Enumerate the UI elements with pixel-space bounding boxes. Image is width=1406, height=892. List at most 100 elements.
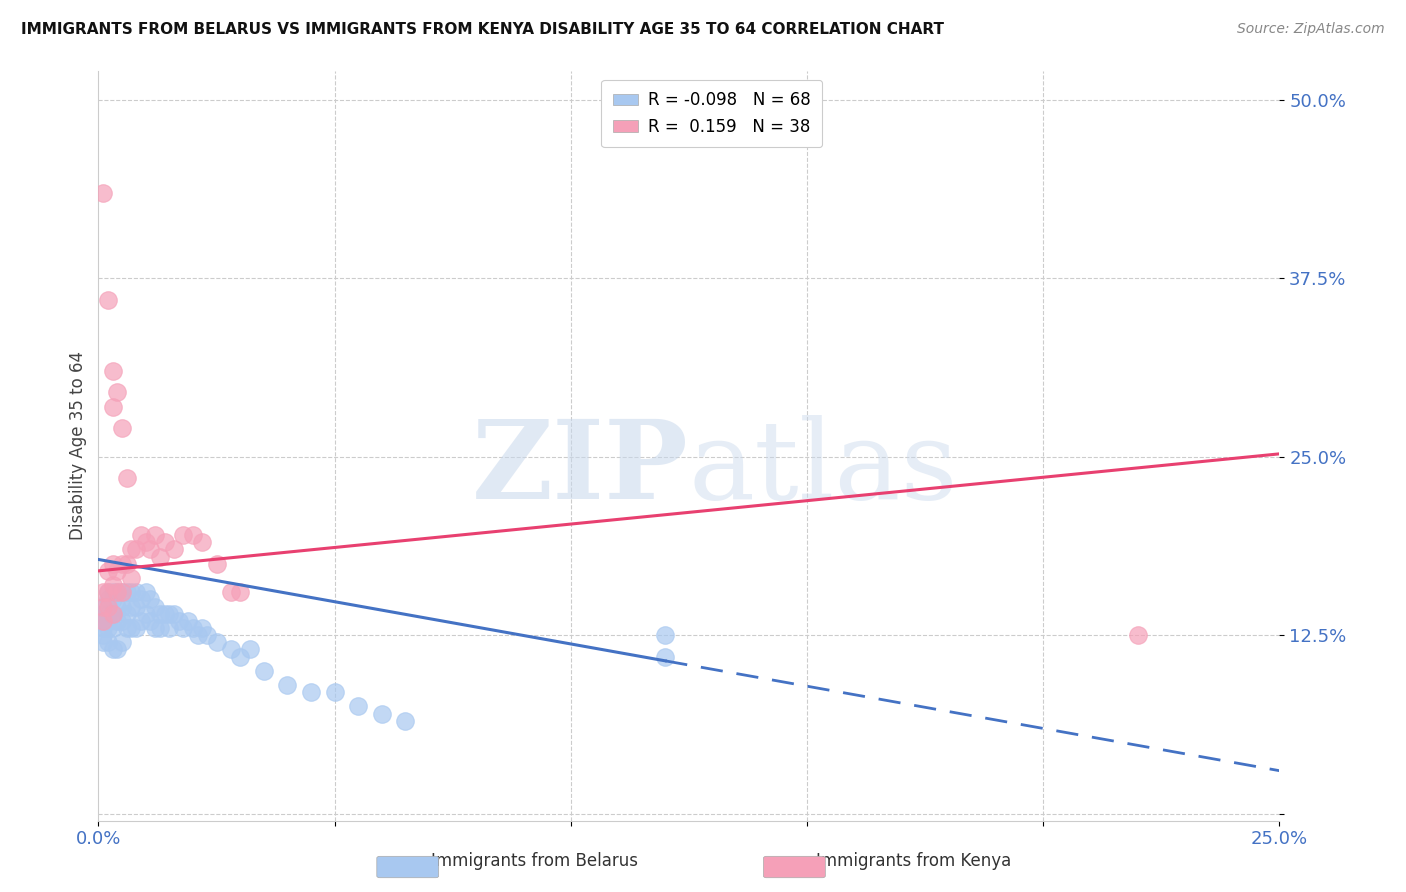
Point (149, 621, 172, 635)
Point (111, 614, 134, 628)
Point (115, 607, 138, 621)
Point (157, 621, 180, 635)
Point (205, 635, 228, 649)
Point (105, 642, 128, 657)
Point (347, 699, 370, 714)
Point (91, 607, 114, 621)
Point (111, 585, 134, 599)
Point (654, 649, 676, 664)
Point (121, 571, 143, 585)
Point (187, 628, 209, 642)
Point (91, 186, 114, 200)
Point (105, 585, 128, 599)
Point (111, 557, 134, 571)
Point (163, 542, 186, 557)
Point (149, 549, 172, 564)
Point (129, 528, 152, 542)
Point (115, 621, 138, 635)
Point (115, 471, 138, 485)
Point (115, 557, 138, 571)
Point (143, 621, 166, 635)
Point (177, 614, 200, 628)
Point (143, 599, 166, 614)
Point (125, 585, 148, 599)
Point (394, 714, 416, 728)
Point (139, 592, 162, 607)
Point (91, 628, 114, 642)
Point (101, 607, 124, 621)
Point (125, 599, 148, 614)
Point (139, 614, 162, 628)
Point (97, 564, 120, 578)
Point (129, 592, 152, 607)
Point (149, 607, 172, 621)
Text: IMMIGRANTS FROM BELARUS VS IMMIGRANTS FROM KENYA DISABILITY AGE 35 TO 64 CORRELA: IMMIGRANTS FROM BELARUS VS IMMIGRANTS FR… (21, 22, 943, 37)
Legend: R = -0.098   N = 68, R =  0.159   N = 38: R = -0.098 N = 68, R = 0.159 N = 38 (602, 79, 823, 147)
Point (101, 592, 124, 607)
Point (125, 621, 148, 635)
Point (101, 400, 124, 414)
Point (181, 621, 204, 635)
Point (91, 599, 114, 614)
Point (105, 564, 128, 578)
Point (135, 607, 157, 621)
Point (172, 621, 194, 635)
Point (101, 607, 124, 621)
Point (97, 585, 120, 599)
Point (205, 557, 228, 571)
Point (97, 599, 120, 614)
Point (105, 599, 128, 614)
Point (91, 614, 114, 628)
Text: atlas: atlas (689, 415, 959, 522)
Point (121, 621, 143, 635)
Point (323, 685, 346, 699)
Point (229, 649, 252, 664)
Text: Immigrants from Kenya: Immigrants from Kenya (817, 852, 1011, 870)
Y-axis label: Disability Age 35 to 64: Disability Age 35 to 64 (69, 351, 87, 541)
Text: ZIP: ZIP (472, 415, 689, 522)
Point (91, 585, 114, 599)
Point (101, 585, 124, 599)
Point (172, 528, 194, 542)
Point (105, 585, 128, 599)
Point (135, 585, 157, 599)
Point (163, 607, 186, 621)
Point (111, 585, 134, 599)
Point (105, 614, 128, 628)
Point (654, 628, 676, 642)
Point (101, 364, 124, 378)
Point (97, 293, 120, 307)
Point (101, 621, 124, 635)
Point (299, 685, 322, 699)
Point (111, 635, 134, 649)
Point (1126, 628, 1149, 642)
Point (101, 578, 124, 592)
Point (121, 599, 143, 614)
Point (143, 528, 166, 542)
Point (91, 614, 114, 628)
Point (253, 664, 276, 678)
Point (219, 642, 242, 657)
Point (97, 585, 120, 599)
Point (191, 535, 214, 549)
Point (276, 678, 298, 692)
Point (97, 614, 120, 628)
Point (219, 585, 242, 599)
Point (121, 542, 143, 557)
Point (97, 607, 120, 621)
Point (91, 621, 114, 635)
Point (153, 607, 176, 621)
Point (157, 607, 180, 621)
Point (121, 585, 143, 599)
Point (97, 621, 120, 635)
Point (129, 614, 152, 628)
Point (97, 635, 120, 649)
Point (229, 585, 252, 599)
Text: Immigrants from Belarus: Immigrants from Belarus (430, 852, 638, 870)
Point (91, 599, 114, 614)
Point (125, 542, 148, 557)
Point (239, 642, 262, 657)
Point (101, 557, 124, 571)
Point (97, 592, 120, 607)
Point (153, 535, 176, 549)
